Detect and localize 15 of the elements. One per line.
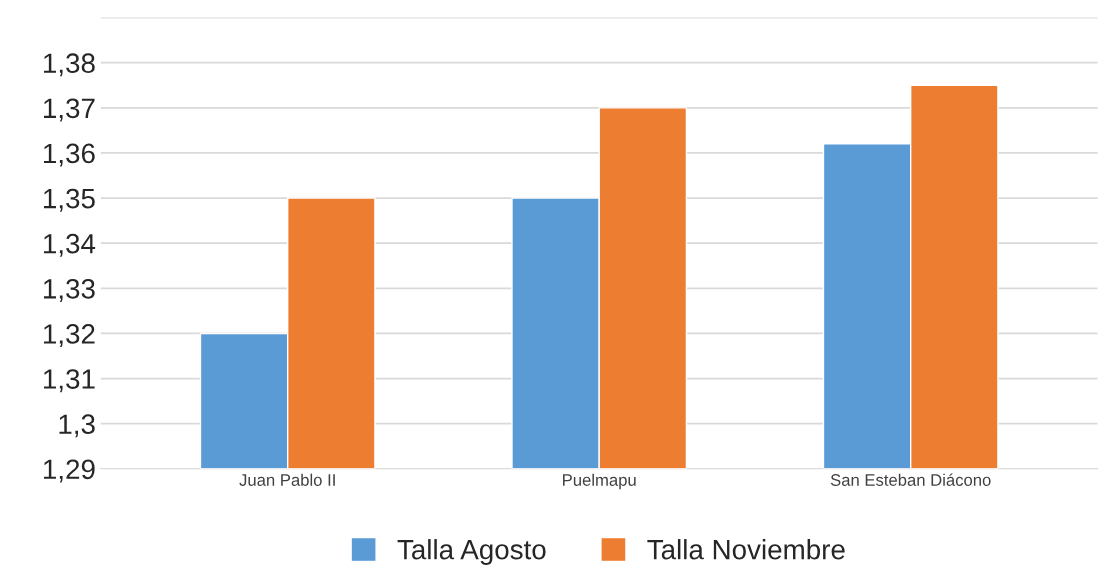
y-tick-label: 1,36 [44,143,95,167]
y-tick-label: 1,33 [44,278,95,302]
y-tick-label: 1,37 [44,98,95,122]
y-tick-label: 1,31 [44,369,95,393]
y-tick-label: 1,35 [44,188,95,212]
legend-label: Talla Noviembre [647,539,845,560]
x-tick-label: Puelmapu [563,473,636,490]
y-tick-label: 1,29 [44,459,95,483]
y-tick-label: 1,3 [59,414,95,438]
legend-label: Talla Agosto [397,539,546,565]
y-tick-label: 1,34 [44,233,96,257]
y-tick-label: 1,32 [44,324,95,348]
x-tick-label: Juan Pablo II [239,473,335,486]
y-tick-label: 1,38 [44,53,95,77]
x-tick-label: San Esteban Diácono [830,473,991,486]
